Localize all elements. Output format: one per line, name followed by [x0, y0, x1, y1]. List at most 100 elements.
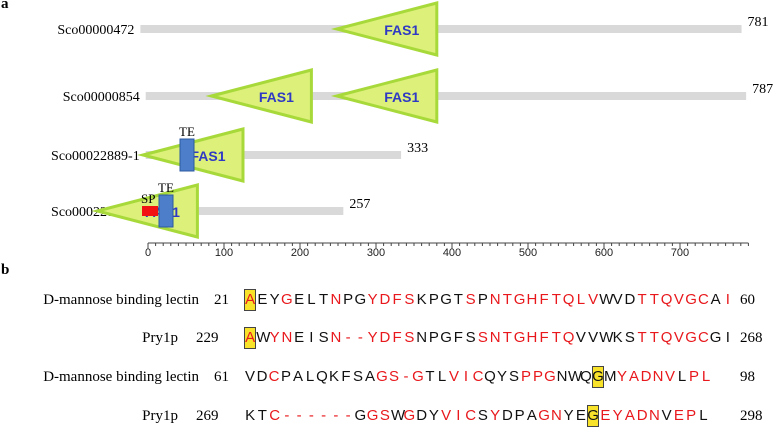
- residue: G: [685, 329, 697, 346]
- residue: A: [628, 368, 639, 385]
- residue: S: [465, 329, 476, 346]
- protein-bar: [145, 151, 402, 159]
- residue: T: [257, 407, 267, 424]
- residue: Q: [316, 368, 328, 385]
- residue: W: [599, 291, 614, 308]
- alignment-row: Pry1p 229 AWY N E I S N - - Y D F S N PG F S S N T GH F T QV VWK S…: [0, 327, 778, 351]
- residue: W: [599, 329, 614, 346]
- residue: N: [330, 291, 342, 308]
- fas1-domain: [205, 68, 313, 124]
- residue: H: [526, 329, 538, 346]
- sp-domain: [142, 206, 158, 216]
- protein-bar: [145, 207, 344, 215]
- residue: K: [612, 329, 623, 346]
- residue: N: [416, 329, 428, 346]
- sequence-start: 21: [214, 292, 229, 308]
- residue: P: [280, 368, 291, 385]
- residue: P: [343, 291, 354, 308]
- residue: D: [379, 329, 391, 346]
- residue: D: [379, 291, 391, 308]
- residue: V: [588, 291, 599, 308]
- residue: T: [637, 329, 647, 346]
- residue: A: [292, 368, 303, 385]
- residue: -: [308, 407, 314, 424]
- residue: Q: [660, 291, 673, 308]
- residue: -: [345, 407, 351, 424]
- residue: N: [281, 329, 293, 346]
- residue: D: [636, 407, 648, 424]
- fas1-domain: [330, 68, 439, 124]
- residue: S: [352, 368, 363, 385]
- protein-length: 257: [349, 197, 370, 212]
- residue: -: [296, 407, 302, 424]
- residue: T: [319, 291, 329, 308]
- sequence-name: D-mannose binding lectin: [43, 292, 199, 308]
- residue: F: [539, 329, 549, 346]
- residue: Q: [660, 329, 673, 346]
- residue: I: [725, 329, 730, 346]
- residue: A: [624, 407, 635, 424]
- x-axis-tick-label: 200: [291, 247, 309, 259]
- panel-a-label: a: [1, 0, 9, 12]
- te-label: TE: [179, 124, 195, 139]
- residue: A: [526, 407, 537, 424]
- residue: V: [661, 407, 672, 424]
- residue: V: [244, 368, 255, 385]
- residue: P: [686, 407, 697, 424]
- residue: P: [520, 368, 531, 385]
- residue: G: [544, 368, 556, 385]
- residue: L: [576, 291, 586, 308]
- sequence-name: D-mannose binding lectin: [43, 369, 199, 385]
- residue: W: [256, 329, 271, 346]
- residue: Q: [484, 368, 496, 385]
- residue: -: [321, 407, 327, 424]
- residue: E: [294, 291, 305, 308]
- residue: V: [575, 329, 586, 346]
- te-domain: [179, 138, 195, 172]
- protein-bar: [145, 92, 747, 100]
- residue: V: [588, 329, 599, 346]
- residue: E: [673, 407, 684, 424]
- residue: G: [376, 368, 388, 385]
- residue: -: [333, 407, 339, 424]
- residue: C: [465, 407, 477, 424]
- fas1-label: FAS1: [384, 89, 419, 105]
- residue: D: [501, 407, 513, 424]
- residue: S: [379, 407, 390, 424]
- residue: Y: [367, 291, 378, 308]
- residue: T: [453, 291, 463, 308]
- residue: G: [281, 291, 293, 308]
- residue: W: [391, 407, 406, 424]
- residue: N: [550, 407, 562, 424]
- residue: G: [592, 366, 604, 388]
- protein-length: 781: [748, 15, 769, 30]
- residue: T: [649, 291, 659, 308]
- sequence-start: 269: [196, 408, 219, 424]
- residue: N: [556, 368, 568, 385]
- residue: L: [677, 368, 687, 385]
- sequence-end: 98: [740, 369, 755, 385]
- residue: W: [568, 368, 583, 385]
- sequence-start: 61: [214, 369, 229, 385]
- sp-label: SP: [141, 191, 155, 206]
- residue: Q: [562, 329, 575, 346]
- sequence-start: 229: [196, 330, 219, 346]
- residue: G: [709, 329, 722, 346]
- residue: K: [245, 407, 256, 424]
- panel-b-label: b: [1, 262, 10, 278]
- residue: C: [472, 368, 484, 385]
- residue: S: [404, 291, 415, 308]
- residue: S: [388, 368, 399, 385]
- alignment-row: Pry1p 269 K T C - - - - - - GGSWGD Y V I C S Y D P AGN Y EGE Y A…: [0, 405, 778, 429]
- residue: Y: [269, 291, 280, 308]
- residue: T: [551, 291, 561, 308]
- residue: L: [305, 368, 315, 385]
- residue: -: [345, 329, 351, 346]
- residue: Q: [562, 291, 575, 308]
- residue: G: [440, 329, 452, 346]
- residue: G: [513, 329, 526, 346]
- fas1-label: FAS1: [384, 22, 419, 38]
- residue: D: [256, 368, 268, 385]
- fas1-label: FAS1: [259, 89, 294, 105]
- sequence-residues: AWY N E I S N - - Y D F S N PG F S S N T GH F T QV VWK S T T QVGCG I: [244, 327, 734, 349]
